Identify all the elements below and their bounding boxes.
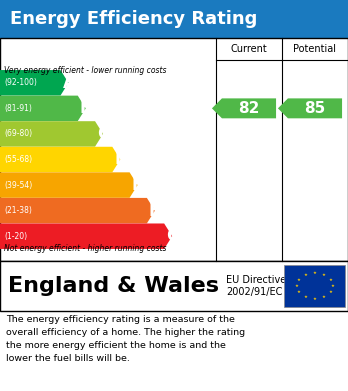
Text: ★: ★ xyxy=(331,284,335,288)
Text: Energy Efficiency Rating: Energy Efficiency Rating xyxy=(10,10,258,28)
Text: (21-38): (21-38) xyxy=(4,206,32,215)
Text: (1-20): (1-20) xyxy=(4,232,27,241)
Bar xyxy=(0,38,348,261)
Text: England & Wales: England & Wales xyxy=(8,276,219,296)
Text: ★: ★ xyxy=(294,284,298,288)
Text: ★: ★ xyxy=(303,273,307,277)
Polygon shape xyxy=(0,121,103,147)
Text: (39-54): (39-54) xyxy=(4,181,32,190)
Text: (69-80): (69-80) xyxy=(4,129,32,138)
Text: C: C xyxy=(97,125,109,143)
Text: ★: ★ xyxy=(313,297,316,301)
Polygon shape xyxy=(0,198,155,223)
Text: 82: 82 xyxy=(238,101,260,116)
Polygon shape xyxy=(0,147,120,172)
Text: B: B xyxy=(80,99,92,117)
Text: ★: ★ xyxy=(322,295,326,299)
Text: 85: 85 xyxy=(304,101,326,116)
Text: (55-68): (55-68) xyxy=(4,155,32,164)
Bar xyxy=(0,0,348,38)
Text: F: F xyxy=(149,202,160,220)
Polygon shape xyxy=(0,224,172,249)
Polygon shape xyxy=(212,99,276,118)
Text: ★: ★ xyxy=(322,273,326,277)
Bar xyxy=(284,265,345,307)
Text: ★: ★ xyxy=(329,290,332,294)
Text: EU Directive: EU Directive xyxy=(226,275,286,285)
Text: Potential: Potential xyxy=(293,44,337,54)
Polygon shape xyxy=(278,99,342,118)
Text: Current: Current xyxy=(231,44,267,54)
Text: (92-100): (92-100) xyxy=(4,78,37,87)
Text: ★: ★ xyxy=(313,271,316,275)
Text: D: D xyxy=(114,151,128,169)
Text: Not energy efficient - higher running costs: Not energy efficient - higher running co… xyxy=(4,244,166,253)
Polygon shape xyxy=(0,70,69,95)
Text: The energy efficiency rating is a measure of the
overall efficiency of a home. T: The energy efficiency rating is a measur… xyxy=(6,315,245,362)
Polygon shape xyxy=(0,172,137,198)
Text: (81-91): (81-91) xyxy=(4,104,32,113)
Text: ★: ★ xyxy=(329,278,332,282)
Text: E: E xyxy=(132,176,143,194)
Text: ★: ★ xyxy=(297,278,301,282)
Text: A: A xyxy=(63,74,76,92)
Polygon shape xyxy=(0,96,86,121)
Text: ★: ★ xyxy=(303,295,307,299)
Bar xyxy=(0,261,348,311)
Text: 2002/91/EC: 2002/91/EC xyxy=(226,287,282,297)
Text: ★: ★ xyxy=(297,290,301,294)
Text: Very energy efficient - lower running costs: Very energy efficient - lower running co… xyxy=(4,66,166,75)
Text: G: G xyxy=(166,227,180,245)
